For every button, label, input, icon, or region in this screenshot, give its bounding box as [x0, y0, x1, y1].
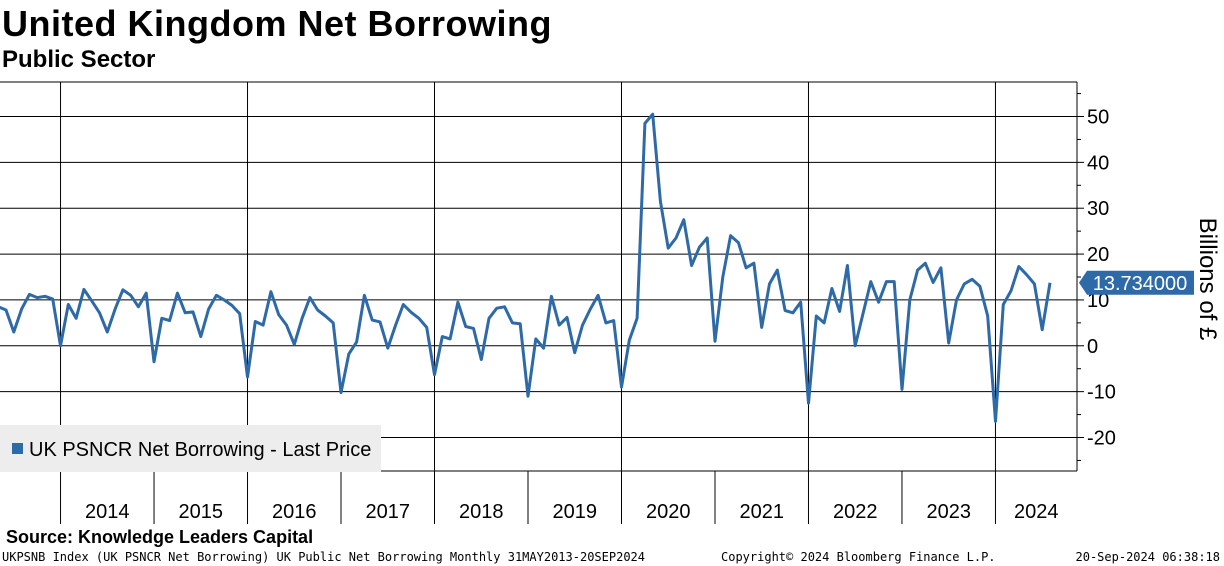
- x-axis: 2014 2015 2016 2017 2018 2019 2020 2021 2022 2023…: [0, 470, 1077, 524]
- y-tick-label: -10: [1087, 382, 1116, 404]
- x-tick-label: 2024: [1014, 501, 1059, 523]
- y-tick-label: 30: [1087, 198, 1109, 220]
- y-tick-label: 20: [1087, 244, 1109, 266]
- legend: UK PSNCR Net Borrowing - Last Price: [0, 425, 381, 472]
- y-tick-label: 10: [1087, 290, 1109, 312]
- x-tick-label: 2019: [552, 501, 597, 523]
- legend-box: [0, 425, 381, 472]
- timestamp: 20-Sep-2024 06:38:18: [1075, 550, 1221, 564]
- x-tick-label: 2016: [272, 501, 317, 523]
- chart-title: United Kingdom Net Borrowing: [2, 3, 552, 44]
- y-tick-label: -20: [1087, 428, 1116, 450]
- last-value-badge: [1079, 270, 1194, 295]
- y-axis-label: Billions of £: [1194, 218, 1221, 341]
- x-tick-label: 2023: [926, 501, 971, 523]
- index-info: UKPSNB Index (UK PSNCR Net Borrowing) UK…: [2, 550, 645, 564]
- y-tick-label: 50: [1087, 107, 1109, 129]
- x-tick-label: 2021: [739, 501, 784, 523]
- x-tick-label: 2017: [366, 501, 411, 523]
- x-tick-label: 2014: [85, 501, 130, 523]
- x-tick-label: 2018: [459, 501, 504, 523]
- last-value-label: 13.734000: [1093, 273, 1188, 295]
- y-axis: 50 40 30 20 10 0 -10 -20 Billions of £: [1076, 82, 1221, 471]
- y-tick-label: 40: [1087, 152, 1109, 174]
- x-tick-label: 2020: [646, 501, 691, 523]
- source-note: Source: Knowledge Leaders Capital: [6, 527, 314, 547]
- chart-subtitle: Public Sector: [2, 46, 156, 73]
- x-tick-label: 2015: [179, 501, 224, 523]
- legend-label: UK PSNCR Net Borrowing - Last Price: [29, 439, 371, 461]
- legend-swatch: [12, 443, 23, 454]
- x-tick-label: 2022: [833, 501, 878, 523]
- series-line: [0, 112, 1052, 423]
- series-layer: [0, 112, 1052, 423]
- y-tick-label: 0: [1087, 336, 1098, 358]
- last-value-callout: 13.734000: [1079, 270, 1194, 295]
- copyright-note: Copyright© 2024 Bloomberg Finance L.P.: [721, 550, 996, 564]
